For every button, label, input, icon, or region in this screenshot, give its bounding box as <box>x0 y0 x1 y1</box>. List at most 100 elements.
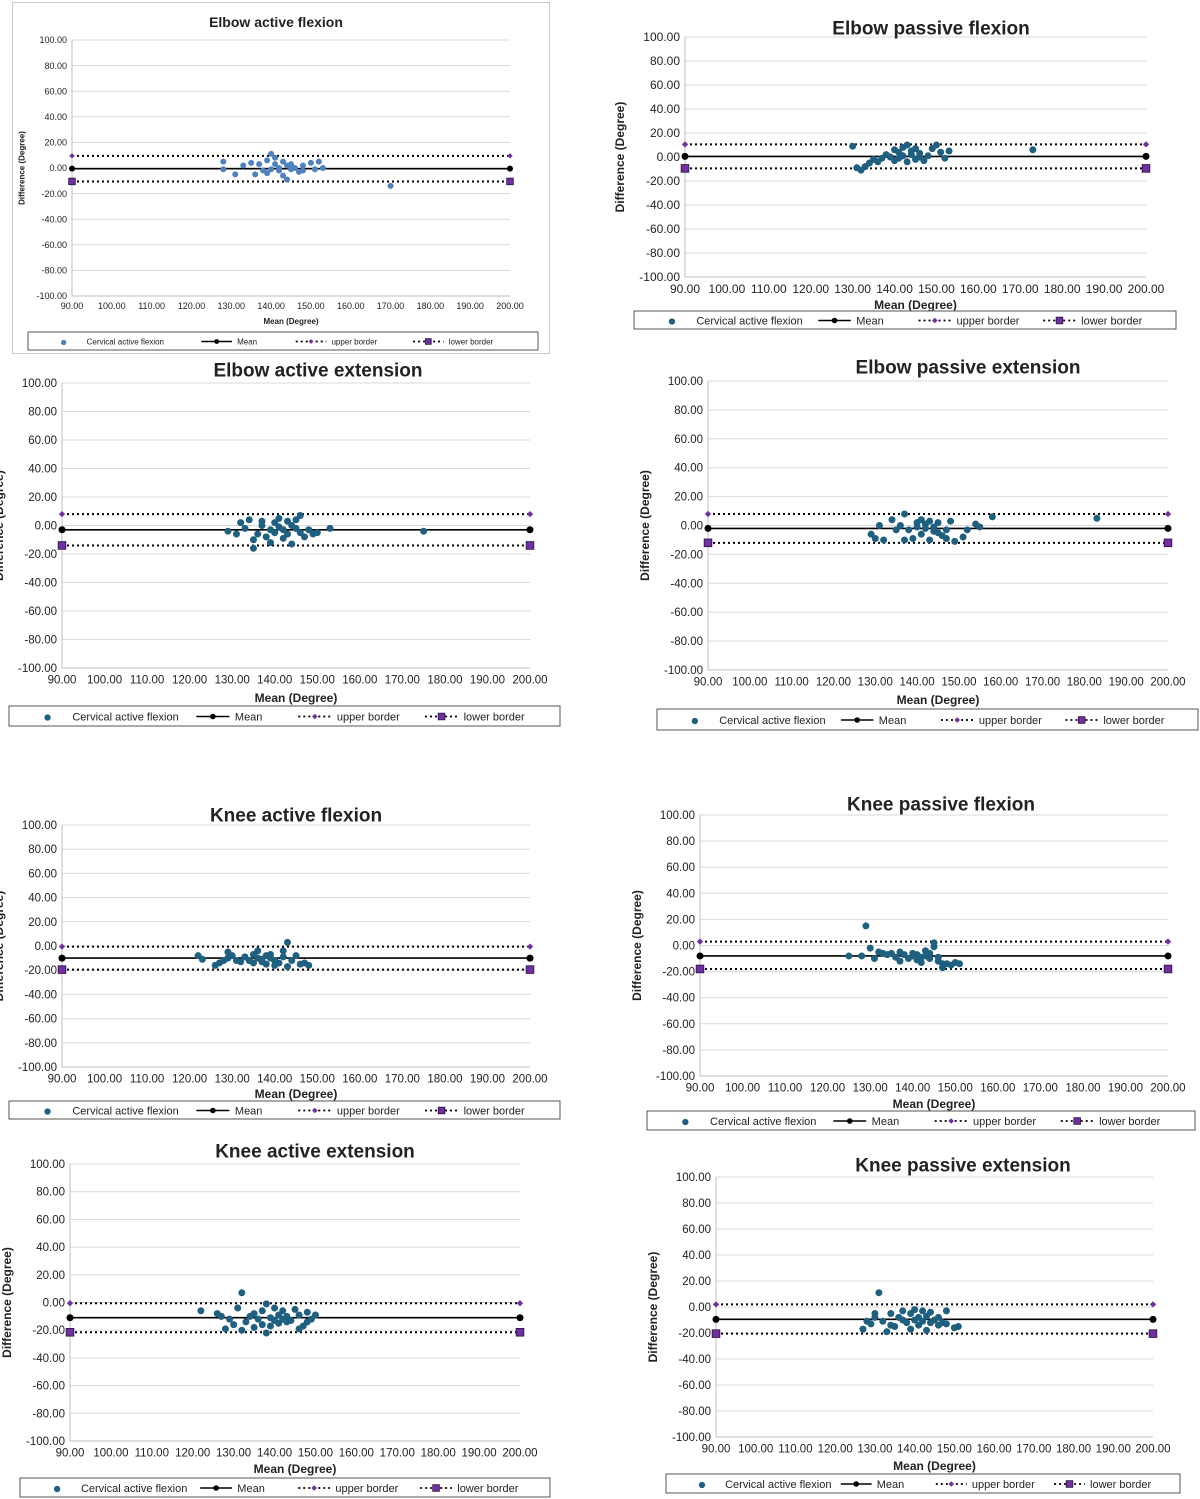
data-point <box>237 519 245 527</box>
data-point <box>279 534 287 542</box>
data-point <box>258 517 266 525</box>
data-point <box>230 1321 238 1329</box>
x-tick-label: 100.00 <box>709 282 746 296</box>
upper-border-marker <box>712 1301 720 1308</box>
upper-border-marker <box>69 153 75 159</box>
x-tick-label: 140.00 <box>876 282 913 296</box>
lower-border-marker <box>1148 1329 1158 1338</box>
data-point <box>867 530 875 538</box>
y-tick-label: 40.00 <box>682 1250 711 1262</box>
legend-upper-marker <box>948 1481 955 1487</box>
data-point <box>942 1320 950 1328</box>
legend-upper-marker <box>948 1118 954 1124</box>
y-tick-label: -80.00 <box>32 1408 65 1420</box>
data-point <box>234 1304 242 1312</box>
mean-marker <box>66 1314 74 1322</box>
legend-lower-label: lower border <box>1090 1479 1151 1491</box>
y-tick-label: 0.00 <box>689 1302 711 1314</box>
y-axis-label: Difference (Degree) <box>0 1247 14 1358</box>
y-tick-label: 100.00 <box>643 30 680 44</box>
legend-series-marker <box>668 318 676 325</box>
x-tick-label: 160.00 <box>976 1444 1011 1456</box>
x-tick-label: 110.00 <box>751 282 787 296</box>
x-tick-label: 160.00 <box>342 675 377 687</box>
data-point <box>283 517 291 525</box>
legend-box <box>27 331 539 351</box>
x-tick-label: 90.00 <box>48 1074 77 1086</box>
data-point <box>892 526 900 534</box>
legend-upper-label: upper border <box>979 715 1042 727</box>
data-point <box>242 1318 250 1326</box>
x-tick-label: 90.00 <box>694 677 723 689</box>
upper-border-marker <box>1164 510 1172 518</box>
chart-title: Knee passive flexion <box>847 795 1035 816</box>
data-point <box>268 166 275 173</box>
y-tick-label: 40.00 <box>28 464 57 476</box>
data-point <box>858 952 866 960</box>
x-tick-label: 90.00 <box>48 675 77 687</box>
y-tick-label: 40.00 <box>28 893 57 905</box>
legend-series-marker <box>698 1481 706 1489</box>
y-tick-label: 20.00 <box>28 492 57 504</box>
x-tick-label: 150.00 <box>298 1448 333 1460</box>
lower-border-marker <box>1163 964 1173 974</box>
legend-mean-marker <box>846 1118 853 1124</box>
x-tick-label: 140.00 <box>897 1444 932 1456</box>
upper-border-marker <box>526 510 534 518</box>
y-tick-label: -80.00 <box>24 1038 57 1050</box>
upper-border-marker <box>1149 1301 1157 1308</box>
data-point <box>249 959 257 967</box>
data-point <box>248 159 255 166</box>
y-tick-label: -20.00 <box>646 174 680 188</box>
y-tick-label: 0.00 <box>49 163 67 173</box>
x-tick-label: 190.00 <box>1096 1444 1131 1456</box>
lower-border-marker <box>506 177 514 186</box>
y-tick-label: -60.00 <box>32 1381 65 1393</box>
x-tick-label: 130.00 <box>857 1444 892 1456</box>
legend-mean-label: Mean <box>235 1105 263 1117</box>
x-tick-label: 170.00 <box>1016 1444 1051 1456</box>
y-tick-label: -40.00 <box>32 1353 65 1365</box>
y-tick-label: -20.00 <box>41 189 67 199</box>
data-point <box>930 939 938 947</box>
x-tick-label: 140.00 <box>899 677 934 689</box>
x-tick-label: 160.00 <box>960 282 997 296</box>
data-point <box>899 152 907 160</box>
y-tick-label: 60.00 <box>650 78 680 92</box>
legend-series-label: Cervical active flexion <box>725 1479 831 1491</box>
data-point <box>959 533 967 541</box>
x-tick-label: 200.00 <box>512 1074 547 1086</box>
data-point <box>947 517 955 525</box>
y-tick-label: 100.00 <box>660 810 695 822</box>
data-point <box>387 182 394 189</box>
legend-lower-label: lower border <box>449 337 494 346</box>
x-tick-label: 180.00 <box>427 1074 462 1086</box>
mean-marker <box>1142 152 1150 160</box>
data-point <box>912 145 919 153</box>
data-point <box>245 516 253 524</box>
data-point <box>319 165 326 171</box>
y-tick-label: -60.00 <box>24 606 57 618</box>
legend-mean-label: Mean <box>237 1483 265 1495</box>
y-tick-label: -20.00 <box>670 549 703 561</box>
data-point <box>926 949 934 957</box>
chart-title: Knee active flexion <box>210 806 382 827</box>
x-tick-label: 110.00 <box>768 1083 802 1095</box>
data-point <box>287 1317 295 1325</box>
data-point <box>871 1313 879 1321</box>
lower-border-marker <box>711 1329 721 1338</box>
x-tick-label: 100.00 <box>725 1083 760 1095</box>
data-point <box>284 176 291 183</box>
legend-lower-label: lower border <box>464 1105 525 1117</box>
y-tick-label: 80.00 <box>28 844 57 856</box>
data-point <box>879 1317 887 1325</box>
x-tick-label: 190.00 <box>461 1448 496 1460</box>
y-tick-label: 100.00 <box>30 1159 65 1171</box>
data-point <box>880 536 888 544</box>
x-tick-label: 150.00 <box>297 301 325 311</box>
y-tick-label: 20.00 <box>36 1270 65 1282</box>
data-point <box>901 510 909 518</box>
x-tick-label: 120.00 <box>172 675 207 687</box>
x-tick-label: 100.00 <box>87 1074 122 1086</box>
data-point <box>250 1310 258 1318</box>
